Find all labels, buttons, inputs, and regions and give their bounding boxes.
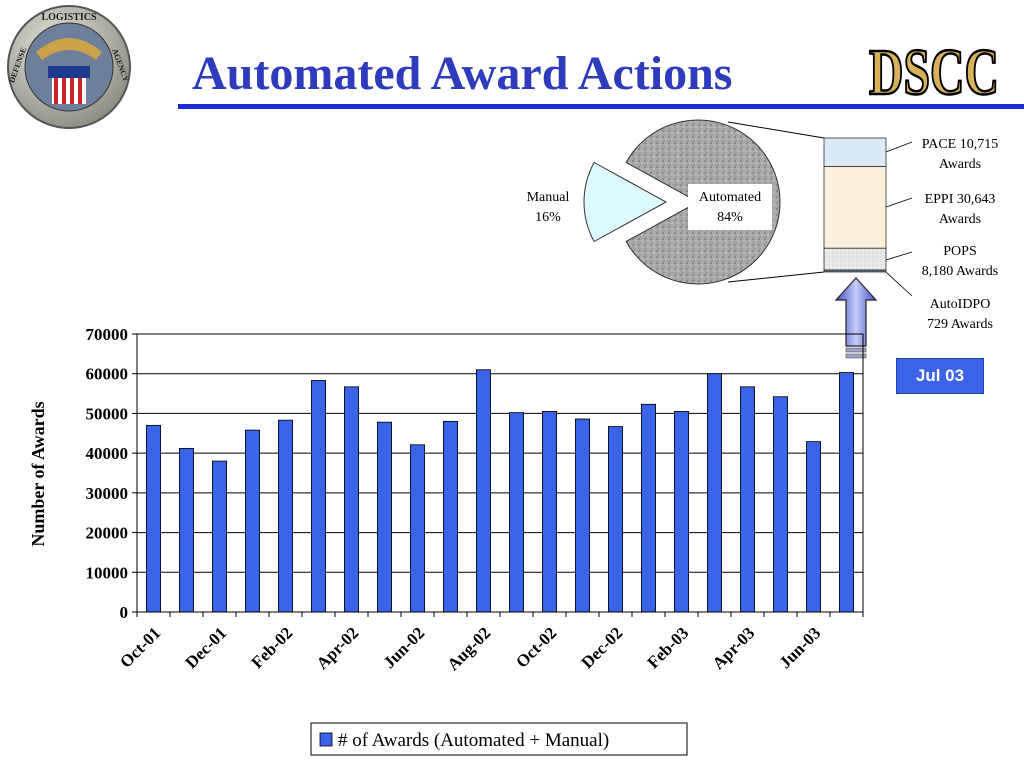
breakdown-segment-eppi [823,166,887,249]
automated-breakdown-bar [823,137,887,273]
y-tick-label: 60000 [86,365,129,384]
bar-sep-02 [509,412,524,613]
bar-aug-02 [476,369,491,613]
bar-mar-02 [311,380,326,613]
x-tick-label: Aug-02 [443,623,494,674]
y-axis-title: Number of Awards [28,401,48,546]
legend-swatch [319,732,333,747]
x-tick-label: Feb-02 [248,623,297,672]
leader-autoidpo [885,271,913,297]
bar-feb-02 [278,419,293,613]
pie-label-manual: Manual [527,190,570,205]
bar-apr-02 [344,386,359,613]
title-rule [178,104,1024,109]
page-title: Automated Award Actions [192,47,733,100]
bar-jun-02 [410,444,425,613]
y-tick-label: 20000 [86,524,129,543]
pie-label-automated: Automated [699,190,761,205]
bar-jan-02 [245,429,260,613]
dla-seal-logo: LOGISTICS DEFENSE AGENCY [7,5,131,129]
breakdown-label-eppi: EPPI 30,643 [925,192,996,207]
bar-feb-03 [674,411,689,613]
legend: # of Awards (Automated + Manual) [310,722,688,756]
breakdown-sublabel-pops: 8,180 Awards [922,264,999,279]
breakdown-sublabel-autoidpo: 729 Awards [927,317,993,332]
bar-chart: Number of Awards 0 10000 20000 30000 40000 50… [28,325,864,756]
dscc-logo-text: DSCC [869,36,999,106]
breakdown-sublabel-eppi: Awards [939,212,981,227]
breakdown-label-pops: POPS [943,244,976,259]
leader-pace [885,141,913,153]
breakdown-label-pace: PACE 10,715 [922,137,999,152]
y-tick-label: 50000 [86,404,129,423]
bar-jan-03 [641,403,656,613]
bar-mar-03 [707,373,722,613]
breakdown-sublabel-pace: Awards [939,157,981,172]
breakdown-label-autoidpo: AutoIDPO [930,297,991,312]
leader-eppi [885,197,913,208]
pie-chart: Automated 84% Manual 16% PACE 10,715 Awar… [527,119,999,332]
breakdown-segment-autoidpo [823,269,887,273]
y-tick-label: 30000 [86,484,129,503]
bar-jul-03 [839,372,854,613]
bar-dec-02 [608,426,623,613]
pie-value-automated: 84% [717,210,743,225]
callout-jul-03: Jul 03 [896,358,984,394]
legend-label: # of Awards (Automated + Manual) [338,730,609,751]
x-tick-label: Apr-03 [709,623,759,673]
y-tick-label: 0 [120,603,129,622]
leader-pops [885,251,913,261]
x-tick-label: Jun-03 [775,623,824,672]
pie-connector-bottom [727,271,825,283]
x-tick-label: Dec-02 [578,623,627,672]
breakdown-segment-pops [823,247,887,271]
bar-jul-02 [443,420,458,613]
x-axis-ticks: Oct-01 Dec-01 Feb-02 Apr-02 Jun-02 Aug-02 Oct-… [116,612,864,674]
y-tick-label: 70000 [86,325,129,344]
up-arrow-icon [834,277,878,359]
x-tick-label: Oct-02 [512,623,560,671]
y-axis-ticks: 0 10000 20000 30000 40000 50000 60000 70000 [86,325,137,622]
bar-oct-02 [542,411,557,613]
bar-may-03 [773,396,788,613]
y-tick-label: 40000 [86,444,129,463]
x-tick-label: Dec-01 [182,623,231,672]
x-tick-label: Jun-02 [379,623,428,672]
plot-frame [136,333,864,613]
pie-connector-top [727,121,825,139]
bar-oct-01 [146,424,161,613]
legend-frame [310,722,688,756]
x-tick-label: Oct-01 [116,623,164,671]
seal-text-top: LOGISTICS [41,12,96,23]
bar-dec-01 [212,460,227,613]
bar-nov-01 [179,447,194,613]
y-tick-label: 10000 [86,563,129,582]
bar-apr-03 [740,386,755,613]
dscc-logo: DSCC [868,35,1001,106]
automated-label-box [688,184,772,230]
bar-may-02 [377,421,392,613]
pie-slice-manual [583,161,668,243]
x-tick-label: Apr-02 [313,623,363,673]
automated-breakdown-labels: PACE 10,715 Awards EPPI 30,643 Awards POPS 8,… [885,137,999,332]
bar-nov-02 [575,418,590,613]
x-tick-label: Feb-03 [644,623,693,672]
chart-bars [146,369,854,613]
bar-jun-03 [806,441,821,613]
pie-value-manual: 16% [535,210,561,225]
breakdown-segment-pace [823,137,887,167]
